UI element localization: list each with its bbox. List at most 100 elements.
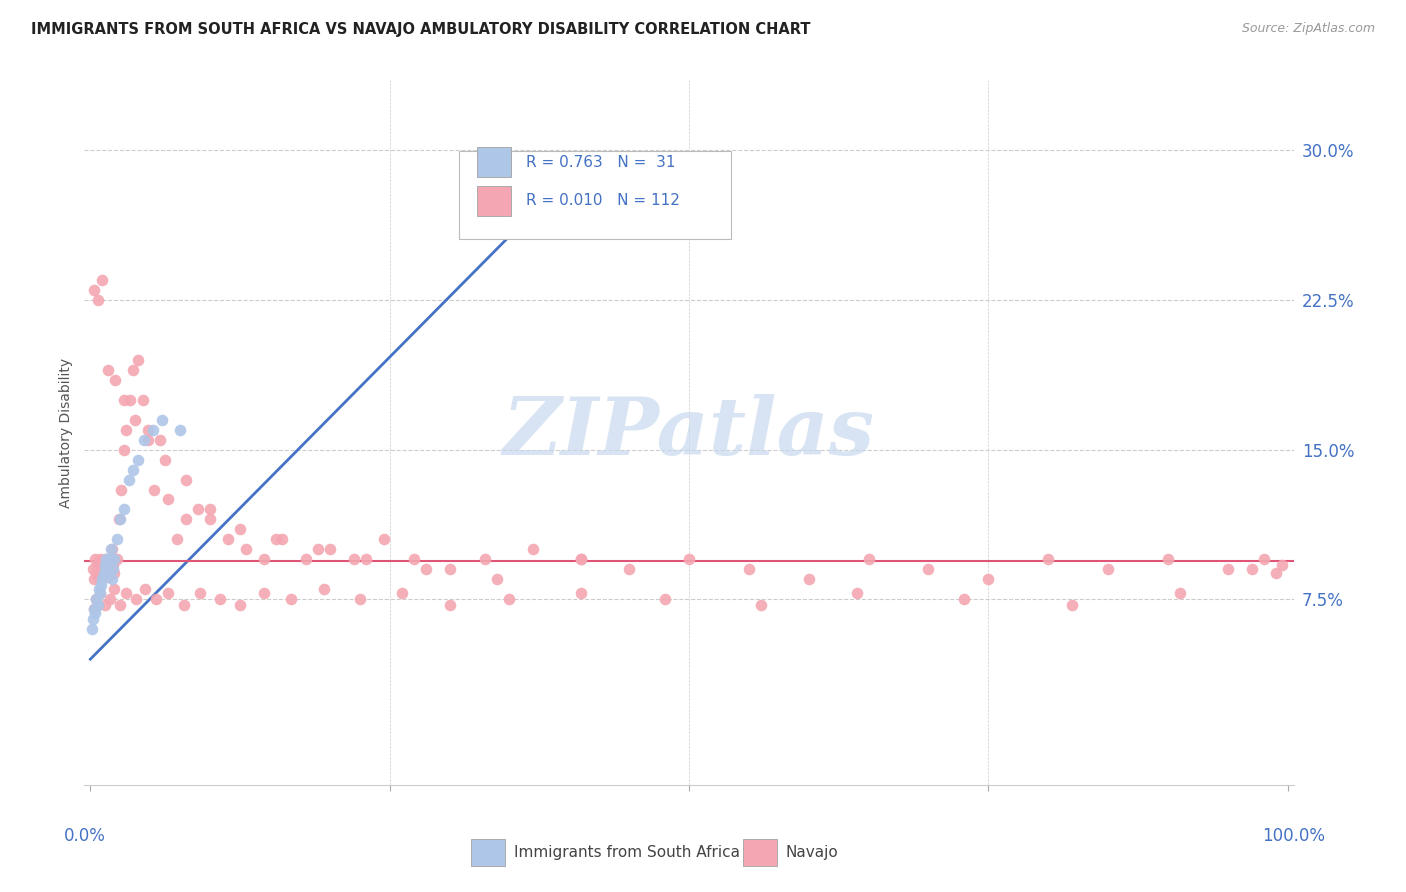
Point — [101, 572, 124, 586]
Point — [80, 622, 103, 636]
Point — [253, 586, 276, 600]
Point — [83, 283, 105, 297]
Point — [402, 552, 425, 566]
Point — [118, 473, 141, 487]
Point — [166, 533, 188, 547]
Point — [98, 562, 121, 576]
Point — [134, 433, 156, 447]
Point — [153, 452, 176, 467]
Point — [295, 552, 318, 566]
Point — [105, 552, 128, 566]
Text: Source: ZipAtlas.com: Source: ZipAtlas.com — [1241, 22, 1375, 36]
Point — [845, 586, 868, 600]
Bar — [478, 147, 512, 177]
Point — [738, 562, 761, 576]
Point — [86, 592, 108, 607]
Point — [83, 602, 105, 616]
Point — [96, 558, 118, 573]
Point — [208, 592, 231, 607]
Point — [280, 592, 302, 607]
Point — [136, 423, 159, 437]
Point — [93, 566, 115, 581]
Point — [115, 586, 138, 600]
Text: 0.0%: 0.0% — [63, 827, 105, 846]
Point — [110, 483, 132, 497]
Point — [150, 412, 173, 426]
Point — [136, 433, 159, 447]
Point — [157, 492, 180, 507]
Point — [112, 442, 135, 457]
Text: 100.0%: 100.0% — [1263, 827, 1324, 846]
Point — [82, 562, 104, 576]
Point — [977, 572, 1000, 586]
Point — [87, 582, 110, 597]
Text: R = 0.763   N =  31: R = 0.763 N = 31 — [526, 154, 675, 169]
Point — [343, 552, 366, 566]
Point — [83, 572, 105, 586]
Point — [124, 412, 146, 426]
Point — [145, 592, 167, 607]
Text: ZIPatlas: ZIPatlas — [503, 394, 875, 471]
Point — [917, 562, 939, 576]
Point — [157, 586, 180, 600]
Point — [169, 423, 191, 437]
Point — [89, 586, 111, 600]
FancyBboxPatch shape — [460, 151, 731, 239]
Point — [127, 352, 149, 367]
Point — [1168, 586, 1191, 600]
Point — [264, 533, 287, 547]
Point — [569, 552, 592, 566]
Point — [101, 558, 124, 573]
Point — [749, 599, 772, 613]
Point — [1036, 552, 1059, 566]
Point — [110, 512, 132, 526]
Point — [1216, 562, 1239, 576]
Point — [307, 542, 329, 557]
Point — [142, 483, 165, 497]
Point — [94, 566, 117, 581]
Point — [312, 582, 335, 597]
Point — [90, 578, 112, 592]
Point — [617, 562, 640, 576]
Point — [110, 599, 132, 613]
Point — [373, 533, 395, 547]
Point — [96, 562, 118, 576]
Point — [235, 542, 257, 557]
Point — [89, 586, 111, 600]
Point — [173, 599, 195, 613]
Point — [89, 552, 111, 566]
Point — [94, 552, 117, 566]
Point — [86, 293, 108, 307]
Point — [174, 512, 197, 526]
Point — [415, 562, 437, 576]
Point — [103, 552, 125, 566]
Point — [270, 533, 292, 547]
Point — [101, 562, 124, 576]
Point — [319, 542, 342, 557]
Text: IMMIGRANTS FROM SOUTH AFRICA VS NAVAJO AMBULATORY DISABILITY CORRELATION CHART: IMMIGRANTS FROM SOUTH AFRICA VS NAVAJO A… — [31, 22, 810, 37]
Point — [132, 392, 155, 407]
Text: R = 0.010   N = 112: R = 0.010 N = 112 — [526, 194, 679, 208]
Point — [93, 599, 115, 613]
Point — [229, 599, 252, 613]
Point — [439, 599, 461, 613]
Bar — [471, 839, 505, 866]
Point — [86, 558, 108, 573]
Point — [439, 562, 461, 576]
Point — [122, 462, 145, 476]
Point — [1157, 552, 1180, 566]
Point — [678, 552, 700, 566]
Point — [100, 552, 122, 566]
Point — [105, 533, 128, 547]
Point — [1240, 562, 1263, 576]
Point — [349, 592, 371, 607]
Point — [115, 423, 138, 437]
Point — [1264, 566, 1286, 581]
Point — [1270, 558, 1292, 573]
Point — [101, 542, 124, 557]
Point — [103, 566, 125, 581]
Point — [98, 592, 121, 607]
Point — [86, 566, 108, 581]
Point — [108, 512, 131, 526]
Point — [569, 552, 592, 566]
